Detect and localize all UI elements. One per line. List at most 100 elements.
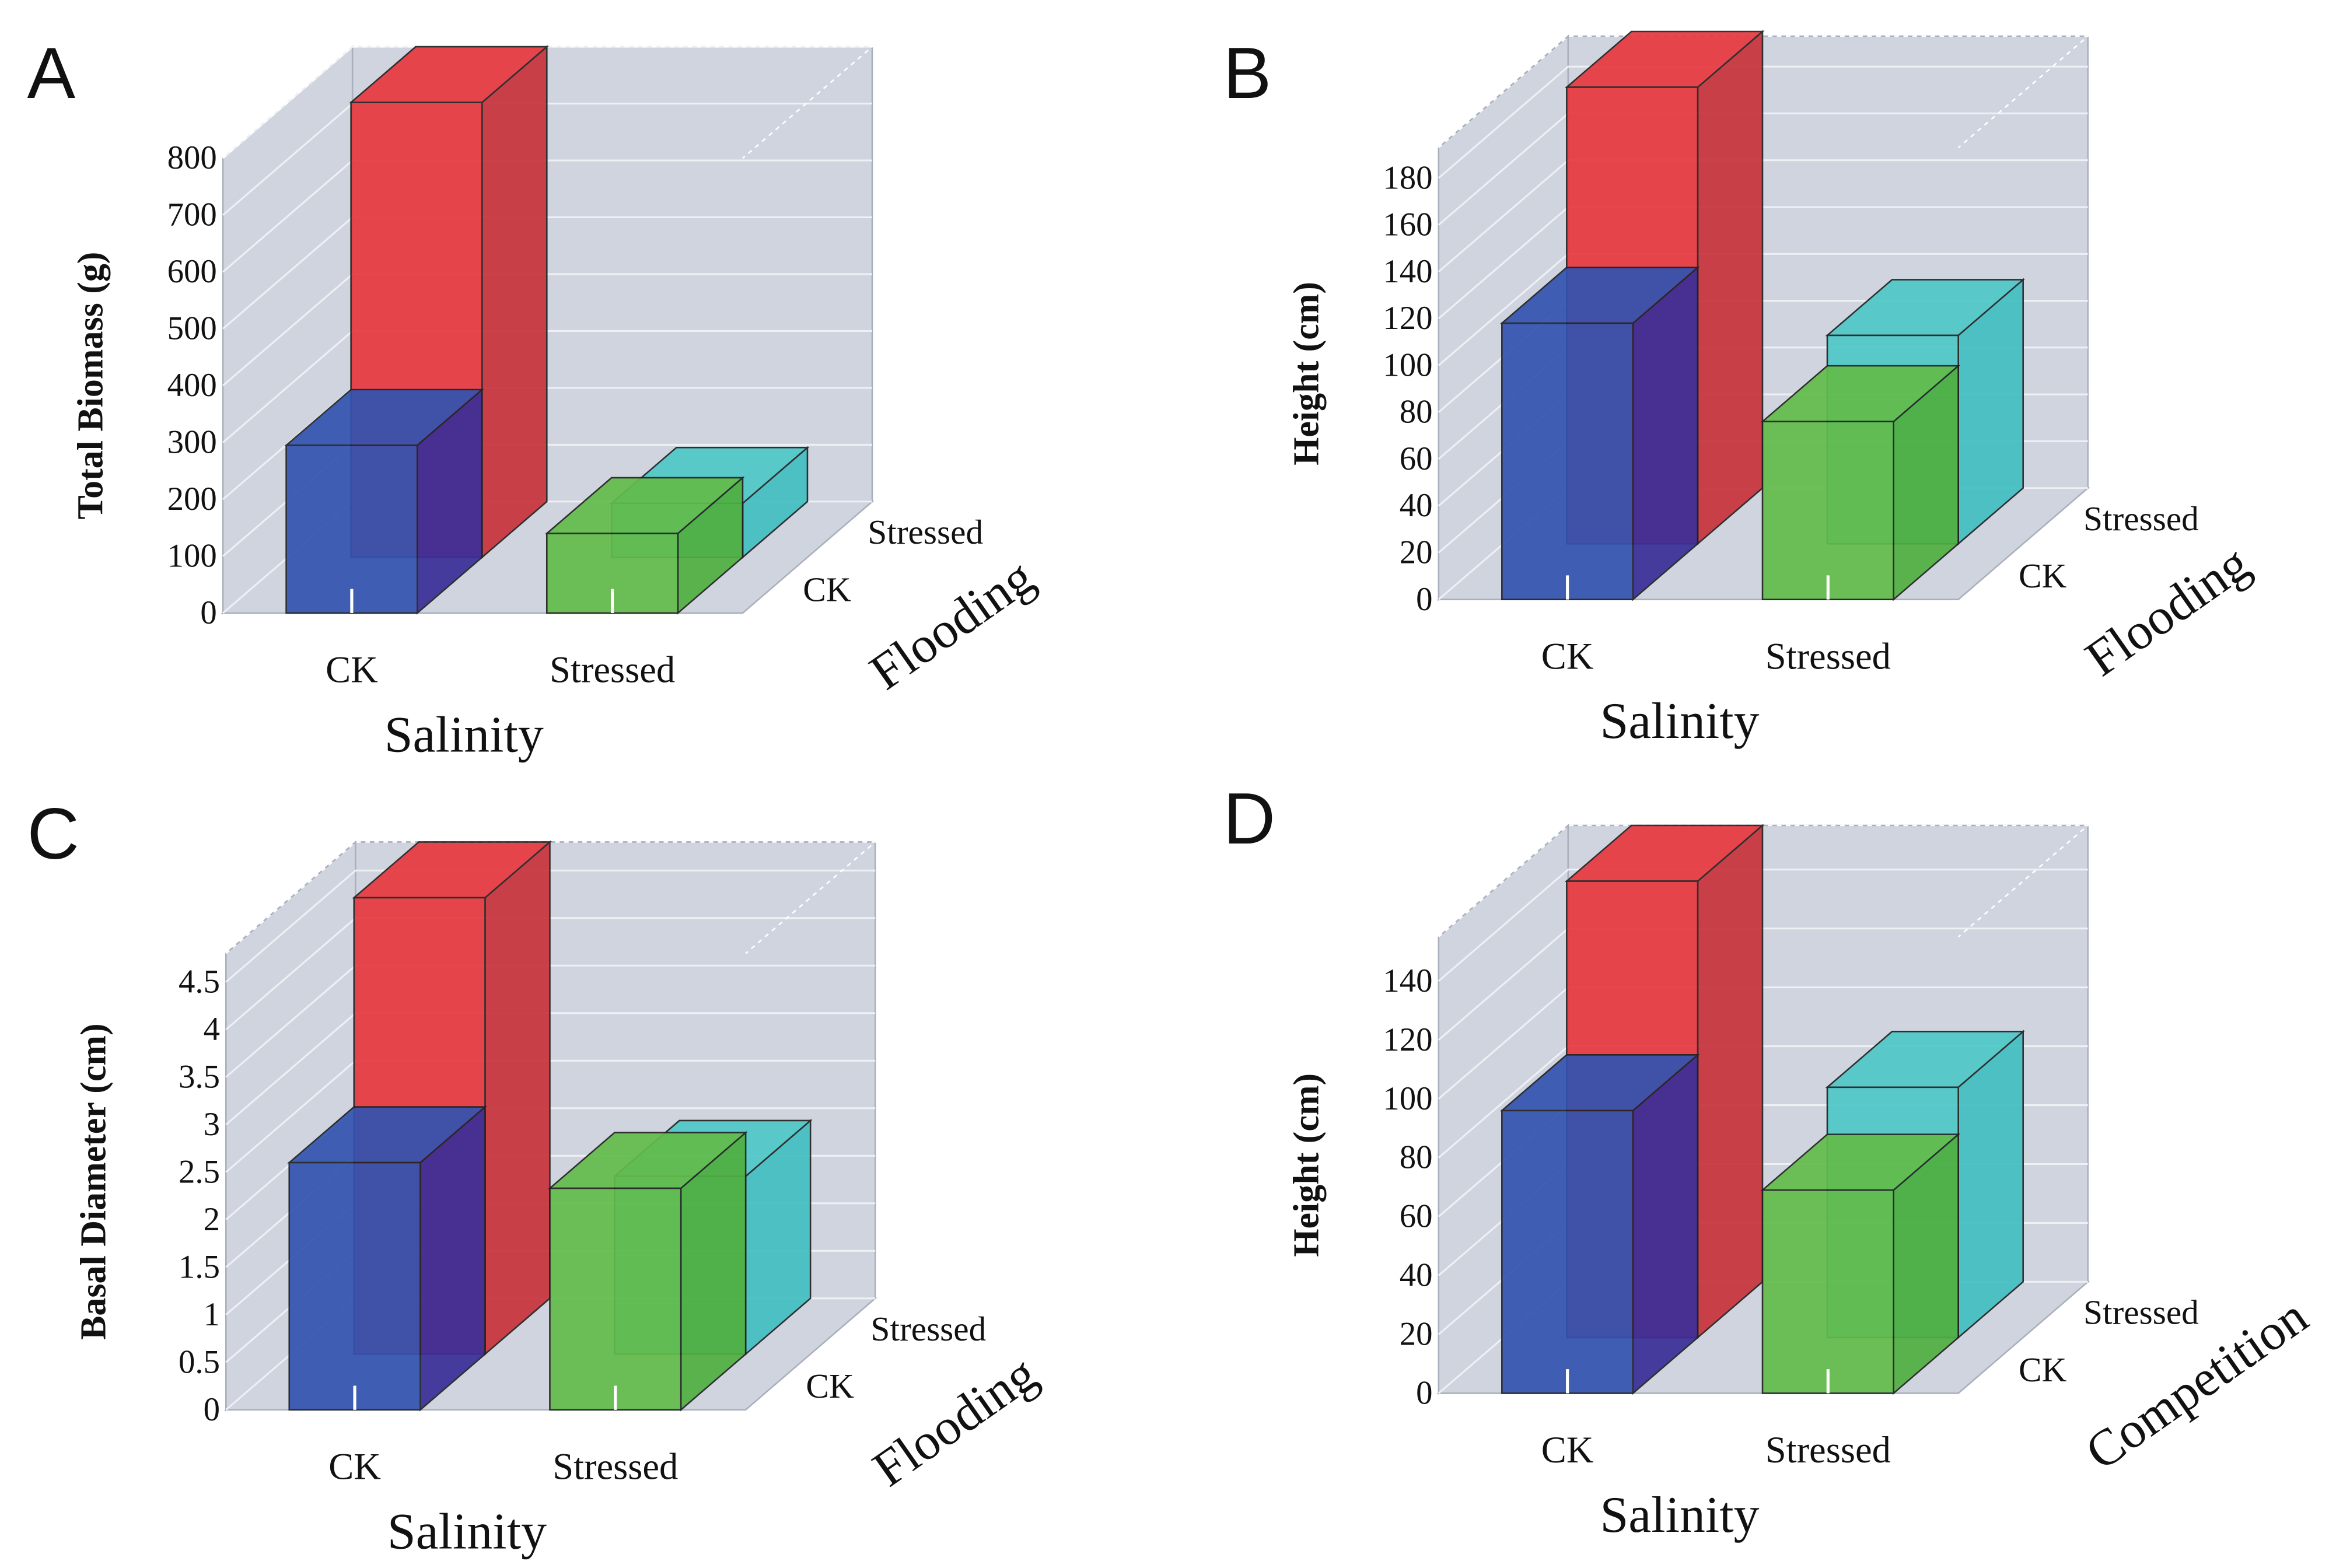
y-tick-label: 1.5 bbox=[179, 1248, 220, 1285]
y-axis-title: Total Biomass (g) bbox=[71, 252, 111, 520]
bar-flooding-ck-ck bbox=[1499, 265, 1700, 601]
y-tick-label: 4 bbox=[204, 1011, 220, 1048]
y-tick-label: 0 bbox=[204, 1391, 220, 1428]
z-axis-title: Flooding bbox=[863, 1345, 1047, 1497]
x-tick-label: CK bbox=[328, 1446, 381, 1488]
z-axis-title: Flooding bbox=[860, 548, 1044, 700]
y-tick-label: 2 bbox=[204, 1201, 220, 1238]
top-frame bbox=[1438, 824, 2090, 938]
z-tick-label: CK bbox=[2019, 556, 2067, 595]
y-tick-label: 60 bbox=[1400, 440, 1433, 477]
y-tick-label: 100 bbox=[167, 538, 217, 575]
bar-front-face bbox=[288, 1161, 421, 1411]
top-frame bbox=[1438, 35, 2090, 149]
bar-side-face bbox=[481, 45, 548, 559]
x-tick-label: CK bbox=[1541, 635, 1594, 677]
y-tick-label: 400 bbox=[167, 367, 217, 404]
y-tick-label: 600 bbox=[167, 253, 217, 290]
bar-front-face bbox=[285, 444, 418, 614]
bar-side-face bbox=[1697, 30, 1764, 545]
panel-label: D bbox=[1223, 779, 1276, 859]
x-axis-title: Salinity bbox=[1600, 1486, 1759, 1543]
y-tick-label: 120 bbox=[1383, 300, 1432, 337]
y-tick-label: 2.5 bbox=[179, 1153, 220, 1190]
x-tick-label: Stressed bbox=[1765, 635, 1891, 677]
chart-panel-c: 00.511.522.533.544.5CK StressedSalinityCK… bbox=[27, 794, 1047, 1560]
top-frame bbox=[225, 841, 877, 954]
bar-competition-ck-ck bbox=[1499, 1053, 1700, 1395]
z-tick-label: CK bbox=[803, 570, 851, 608]
x-tick-label: CK bbox=[1541, 1429, 1594, 1471]
y-tick-label: 180 bbox=[1383, 159, 1432, 196]
y-tick-label: 160 bbox=[1383, 206, 1432, 243]
y-tick-label: 500 bbox=[167, 310, 217, 347]
y-tick-label: 140 bbox=[1383, 253, 1432, 290]
bar-front-face bbox=[1761, 421, 1894, 600]
x-tick-label: Stressed bbox=[550, 649, 675, 691]
y-tick-label: 100 bbox=[1383, 346, 1432, 383]
y-tick-label: 80 bbox=[1400, 1139, 1433, 1176]
y-tick-label: 800 bbox=[167, 139, 217, 176]
bar-flooding-ck-stressed bbox=[547, 1130, 748, 1412]
z-tick-label: Stressed bbox=[868, 513, 983, 551]
x-tick-label: Stressed bbox=[552, 1446, 678, 1488]
y-tick-label: 100 bbox=[1383, 1080, 1432, 1117]
y-tick-label: 0.5 bbox=[179, 1343, 220, 1380]
y-tick-label: 3.5 bbox=[179, 1058, 220, 1095]
z-tick-label: Stressed bbox=[2083, 1293, 2199, 1332]
y-tick-label: 80 bbox=[1400, 394, 1433, 430]
bar-side-face bbox=[1632, 265, 1699, 601]
bar-flooding-ck-stressed bbox=[544, 476, 745, 615]
panel-label: B bbox=[1223, 33, 1272, 114]
bar-competition-ck-stressed bbox=[1760, 1132, 1961, 1395]
gridline bbox=[1438, 65, 2088, 179]
y-axis-title: Height (cm) bbox=[1286, 282, 1326, 466]
x-tick-label: Stressed bbox=[1765, 1429, 1891, 1471]
panel-label: C bbox=[27, 794, 79, 874]
y-tick-label: 0 bbox=[200, 594, 216, 631]
bar-side-face bbox=[1632, 1053, 1699, 1395]
bar-front-face bbox=[1501, 1110, 1634, 1394]
y-tick-label: 40 bbox=[1400, 487, 1433, 524]
z-tick-label: Stressed bbox=[2083, 499, 2199, 538]
y-tick-label: 0 bbox=[1416, 581, 1432, 618]
x-tick-label: CK bbox=[326, 649, 378, 691]
y-tick-label: 4.5 bbox=[179, 963, 220, 1000]
x-axis-title: Salinity bbox=[1600, 692, 1759, 749]
x-axis-title: Salinity bbox=[384, 706, 544, 762]
gridline bbox=[225, 869, 876, 983]
bar-flooding-ck-stressed bbox=[1760, 364, 1961, 601]
y-tick-label: 20 bbox=[1400, 534, 1433, 571]
bar-side-face bbox=[1697, 824, 1764, 1339]
bar-front-face bbox=[1761, 1189, 1894, 1394]
x-axis-title: Salinity bbox=[387, 1503, 547, 1559]
z-axis-title: Flooding bbox=[2075, 534, 2259, 687]
y-tick-label: 0 bbox=[1416, 1375, 1432, 1412]
y-tick-label: 700 bbox=[167, 197, 217, 233]
bar-front-face bbox=[1501, 322, 1634, 600]
y-tick-label: 3 bbox=[204, 1106, 220, 1143]
z-tick-label: CK bbox=[806, 1367, 854, 1405]
y-axis-title: Height (cm) bbox=[1286, 1073, 1326, 1257]
top-frame bbox=[222, 46, 875, 159]
y-tick-label: 140 bbox=[1383, 963, 1432, 999]
gridline bbox=[1438, 869, 2088, 982]
y-tick-label: 300 bbox=[167, 424, 217, 461]
z-tick-label: Stressed bbox=[870, 1310, 986, 1348]
bar-flooding-ck-ck bbox=[287, 1105, 487, 1412]
panel-label: A bbox=[27, 33, 75, 114]
bar-side-face bbox=[484, 840, 551, 1356]
y-tick-label: 1 bbox=[204, 1296, 220, 1333]
y-tick-label: 40 bbox=[1400, 1257, 1433, 1294]
z-tick-label: CK bbox=[2019, 1350, 2067, 1389]
bar-front-face bbox=[549, 1187, 682, 1411]
y-tick-label: 20 bbox=[1400, 1316, 1433, 1353]
y-tick-label: 60 bbox=[1400, 1198, 1433, 1235]
y-axis-title: Basal Diameter (cm) bbox=[74, 1023, 114, 1339]
y-tick-label: 120 bbox=[1383, 1021, 1432, 1058]
